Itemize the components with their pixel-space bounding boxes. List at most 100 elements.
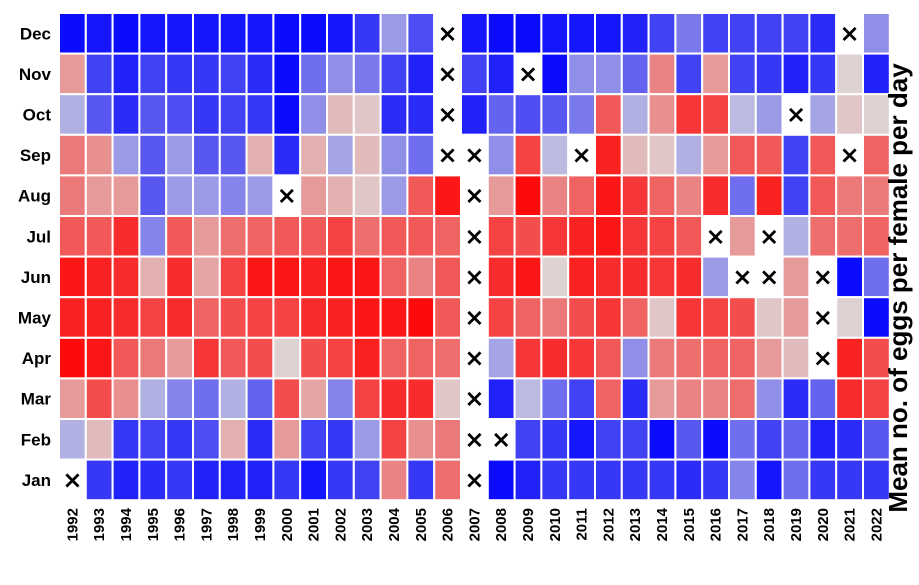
heatmap-cell — [647, 458, 677, 502]
colorbar-axis-label: Mean no. of eggs per female per day — [883, 63, 913, 513]
heatmap-cell — [460, 215, 489, 258]
heatmap-cell — [781, 296, 811, 339]
heatmap-cell — [299, 377, 329, 420]
heatmap-cell — [540, 418, 570, 461]
heatmap-cell — [594, 377, 623, 420]
x-tick-label: 1996 — [172, 508, 189, 541]
heatmap-cell — [835, 52, 865, 96]
heatmap-cell — [379, 174, 409, 217]
heatmap-cell — [111, 458, 141, 502]
heatmap-cell — [728, 52, 757, 96]
heatmap-cell — [567, 296, 597, 339]
heatmap-cell — [808, 215, 838, 258]
missing-data-marker: × — [464, 182, 484, 210]
missing-data-marker: × — [732, 263, 752, 291]
heatmap-cell — [486, 133, 516, 177]
heatmap-cell — [620, 215, 650, 258]
heatmap-grid: × ×× ×× ×× × × ×× ×× × ×× × × ×× ×× ××× ×× × — [58, 12, 891, 502]
heatmap-cell — [138, 133, 168, 177]
heatmap-cell — [835, 458, 865, 502]
heatmap-cell — [781, 255, 811, 299]
heatmap-cell — [192, 174, 221, 217]
heatmap-cell — [835, 133, 865, 177]
heatmap-cell — [111, 296, 141, 339]
heatmap-cell — [486, 174, 516, 217]
x-tick-label: 2007 — [466, 508, 483, 541]
heatmap-cell — [218, 418, 248, 461]
heatmap-cell — [379, 215, 409, 258]
heatmap-cell — [486, 52, 516, 96]
heatmap-cell — [272, 215, 302, 258]
heatmap-cell — [674, 215, 704, 258]
heatmap-cell — [540, 12, 570, 55]
heatmap-cell — [58, 174, 87, 217]
heatmap-cell — [513, 174, 543, 217]
heatmap-cell — [138, 12, 168, 55]
heatmap-cell — [674, 296, 704, 339]
heatmap-cell — [245, 377, 275, 420]
heatmap-cell — [138, 93, 168, 136]
heatmap-cell — [460, 93, 489, 136]
heatmap-cell — [406, 418, 436, 461]
y-tick-label: Mar — [21, 390, 52, 409]
heatmap-cell — [58, 12, 87, 55]
heatmap-cell — [594, 133, 623, 177]
heatmap-cell — [808, 418, 838, 461]
heatmap-cell — [111, 52, 141, 96]
heatmap-cell — [594, 174, 623, 217]
heatmap-cell — [84, 296, 114, 339]
heatmap-cell — [326, 93, 355, 136]
heatmap-cell — [540, 458, 570, 502]
heatmap-cell — [754, 93, 784, 136]
heatmap-cell — [754, 296, 784, 339]
heatmap-cell — [674, 458, 704, 502]
heatmap-cell — [138, 215, 168, 258]
heatmap-cell — [647, 215, 677, 258]
heatmap-cell — [433, 336, 463, 380]
heatmap-cell — [272, 12, 302, 55]
heatmap-cell — [379, 93, 409, 136]
heatmap-cell — [58, 336, 87, 380]
heatmap-cell — [460, 255, 489, 299]
heatmap-cell — [299, 93, 329, 136]
heatmap-cell — [781, 52, 811, 96]
heatmap-cell — [379, 52, 409, 96]
x-tick-label: 1997 — [198, 508, 215, 541]
heatmap-cell — [835, 336, 865, 380]
heatmap-cell — [406, 93, 436, 136]
x-tick-label: 2019 — [788, 508, 805, 541]
heatmap-cell — [647, 52, 677, 96]
heatmap-cell — [84, 52, 114, 96]
missing-data-marker: × — [464, 141, 484, 169]
x-tick-labels: 1992 1993 1994 1995 1996 1997 1998 1999 2000 2001… — [64, 507, 885, 541]
heatmap-cell — [406, 336, 436, 380]
missing-data-marker: × — [706, 222, 726, 250]
heatmap-cell — [379, 296, 409, 339]
x-tick-label: 2013 — [627, 508, 644, 541]
heatmap-cell — [513, 133, 543, 177]
missing-data-marker: × — [786, 101, 806, 129]
heatmap-cell — [84, 418, 114, 461]
heatmap-cell — [862, 296, 891, 339]
heatmap-cell — [647, 93, 677, 136]
heatmap-cell — [620, 458, 650, 502]
heatmap-cell — [272, 336, 302, 380]
heatmap-cell — [433, 52, 463, 96]
heatmap-cell — [111, 12, 141, 55]
heatmap-cell — [594, 255, 623, 299]
missing-data-marker: × — [491, 425, 511, 453]
heatmap-cell — [433, 296, 463, 339]
heatmap-cell — [138, 52, 168, 96]
y-tick-label: Jun — [21, 268, 51, 287]
heatmap-cell — [138, 377, 168, 420]
heatmap-cell — [406, 296, 436, 339]
heatmap-cell — [701, 133, 731, 177]
heatmap-cell — [540, 93, 570, 136]
heatmap-cell — [620, 52, 650, 96]
missing-data-marker: × — [62, 466, 82, 494]
y-tick-label: Sep — [20, 146, 51, 165]
x-tick-label: 2009 — [520, 508, 537, 541]
heatmap-cell — [84, 133, 114, 177]
heatmap-cell — [728, 133, 757, 177]
heatmap-cell — [620, 255, 650, 299]
